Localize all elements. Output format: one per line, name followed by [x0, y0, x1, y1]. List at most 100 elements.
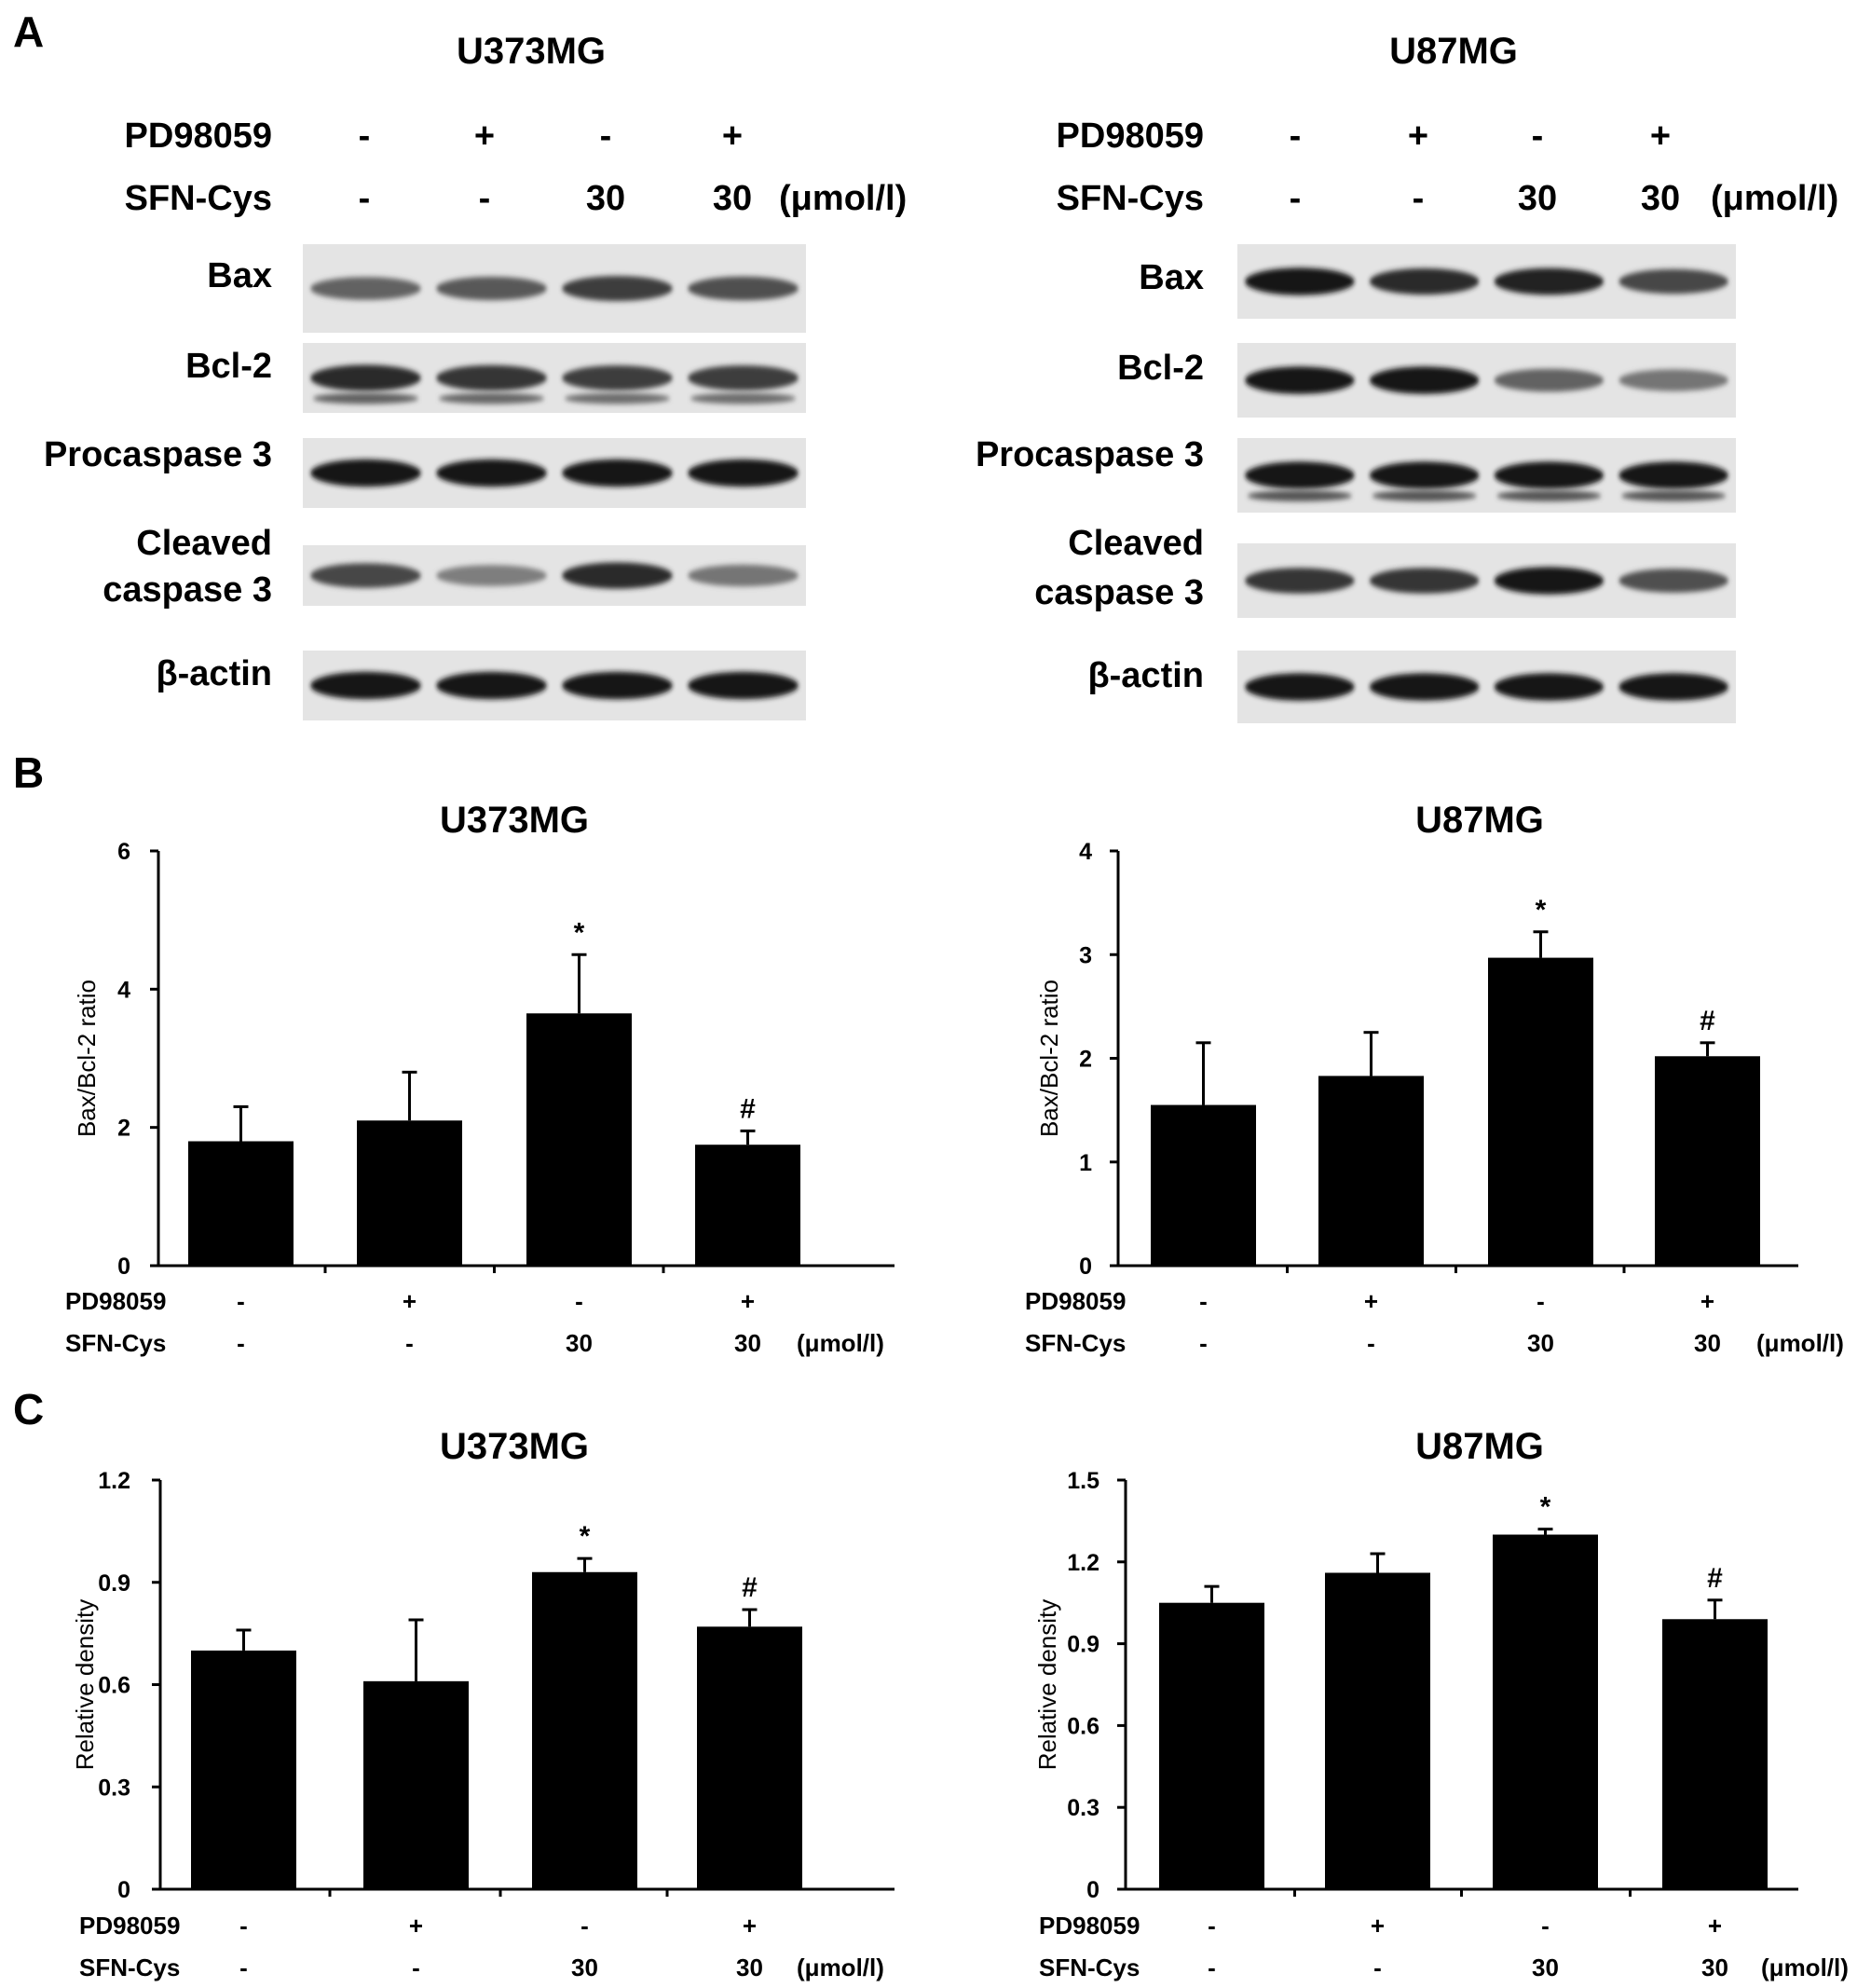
- y-tick-label: 4: [117, 977, 130, 1003]
- bar: [697, 1626, 802, 1889]
- treatment-label: PD98059: [125, 117, 272, 156]
- blot-band-secondary: [312, 392, 419, 404]
- treatment-value: -: [237, 1329, 245, 1357]
- treatment-value: 30: [1527, 1329, 1554, 1357]
- treatment-value: +: [403, 1287, 417, 1315]
- treatment-value: -: [1367, 1329, 1375, 1357]
- y-tick-label: 0.6: [98, 1673, 130, 1699]
- blot-band: [688, 459, 799, 487]
- treatment-value: 30: [1532, 1954, 1559, 1981]
- chart-title: U87MG: [1415, 1426, 1544, 1467]
- y-tick-label: 1.2: [98, 1468, 130, 1494]
- treatment-unit: (μmol/l): [797, 1329, 884, 1357]
- treatment-label: SFN-Cys: [1057, 179, 1204, 218]
- bar: [1493, 1534, 1598, 1889]
- treatment-value: 30: [1641, 179, 1680, 218]
- treatment-value: -: [1532, 117, 1544, 156]
- y-tick-label: 1.5: [1067, 1468, 1099, 1494]
- treatment-value: 30: [571, 1954, 598, 1981]
- blot-band-secondary: [438, 392, 545, 404]
- bar-chart-b-u87mg: U87MG 0 1 2 3 4 Bax/Bcl-2 ratio * # PD98059 - + - + SF…: [1025, 800, 1844, 1357]
- y-axis-label: Bax/Bcl-2 ratio: [73, 980, 101, 1137]
- bar: [532, 1571, 637, 1889]
- blot-band: [436, 364, 547, 391]
- treatment-unit: (μmol/l): [797, 1954, 884, 1981]
- treatment-value: -: [600, 117, 612, 156]
- blot-band: [1618, 673, 1728, 701]
- panel-letter-a: A: [13, 7, 44, 56]
- treatment-value: +: [722, 117, 743, 156]
- treatment-value: -: [1208, 1912, 1216, 1940]
- blot-band: [562, 562, 673, 589]
- bar: [1159, 1602, 1264, 1889]
- blot-band: [1618, 569, 1728, 593]
- blot-title: U87MG: [1389, 31, 1518, 72]
- panel-letter-c: C: [13, 1385, 44, 1433]
- blot-band: [436, 565, 547, 586]
- treatment-unit: (μmol/l): [779, 179, 907, 218]
- significance-mark: *: [1536, 895, 1547, 925]
- significance-mark: *: [1540, 1492, 1551, 1523]
- blot-band-secondary: [1372, 490, 1477, 501]
- blot-band: [436, 671, 547, 700]
- band-label: Bcl-2: [1117, 349, 1204, 388]
- bar: [1318, 1076, 1424, 1266]
- panel-letter-b: B: [13, 748, 44, 797]
- treatment-value: -: [1413, 179, 1425, 218]
- y-tick-label: 2: [117, 1116, 130, 1142]
- blot-band: [1369, 461, 1480, 489]
- treatment-label: PD98059: [1057, 117, 1204, 156]
- significance-mark: #: [742, 1572, 758, 1603]
- treatment-value: +: [1708, 1912, 1722, 1940]
- y-tick-label: 0.6: [1067, 1713, 1099, 1739]
- y-tick-label: 0.3: [1067, 1795, 1099, 1821]
- treatment-value: +: [1364, 1287, 1378, 1315]
- treatment-value: 30: [566, 1329, 593, 1357]
- blot-band: [688, 671, 799, 700]
- y-tick-label: 1.2: [1067, 1550, 1099, 1576]
- treatment-unit: (μmol/l): [1761, 1954, 1849, 1981]
- blot-band: [562, 459, 673, 487]
- band-label: caspase 3: [102, 570, 272, 610]
- bar: [526, 1013, 632, 1266]
- treatment-value: +: [474, 117, 495, 156]
- treatment-value: 30: [1694, 1329, 1721, 1357]
- bar: [1325, 1572, 1430, 1889]
- band-label: β-actin: [1087, 656, 1204, 695]
- blot-band: [688, 365, 799, 391]
- blot-band: [1369, 267, 1480, 295]
- bar: [191, 1650, 296, 1889]
- blot-band-secondary: [1496, 490, 1602, 501]
- bar: [1655, 1056, 1760, 1266]
- treatment-label: PD98059: [79, 1912, 180, 1940]
- blot-band-secondary: [564, 392, 671, 404]
- blot-band: [1494, 461, 1605, 489]
- treatment-label: SFN-Cys: [125, 179, 272, 218]
- treatment-value: +: [409, 1912, 423, 1940]
- y-tick-label: 0: [1079, 1254, 1092, 1280]
- y-axis-label: Relative density: [1033, 1599, 1061, 1771]
- chart-title: U373MG: [440, 1426, 589, 1467]
- blot-band: [310, 364, 421, 391]
- blot-band: [1245, 461, 1355, 489]
- treatment-value: +: [743, 1912, 757, 1940]
- blot-band: [1369, 366, 1480, 394]
- band-label: Bax: [1139, 258, 1204, 297]
- treatment-value: 30: [1518, 179, 1557, 218]
- significance-mark: *: [574, 917, 585, 948]
- blot-band: [1618, 369, 1728, 391]
- blot-band: [436, 276, 547, 301]
- blot-title: U373MG: [457, 31, 606, 72]
- y-tick-label: 2: [1079, 1047, 1092, 1073]
- blot-band: [1369, 673, 1480, 701]
- y-axis-label: Bax/Bcl-2 ratio: [1035, 980, 1063, 1137]
- treatment-unit: (μmol/l): [1756, 1329, 1844, 1357]
- bar: [695, 1145, 800, 1266]
- treatment-value: 30: [586, 179, 625, 218]
- blot-band: [310, 459, 421, 487]
- y-axis-label: Relative density: [71, 1599, 99, 1771]
- bar: [1662, 1619, 1768, 1889]
- treatment-label: SFN-Cys: [1039, 1954, 1140, 1981]
- blot-band: [1245, 267, 1355, 295]
